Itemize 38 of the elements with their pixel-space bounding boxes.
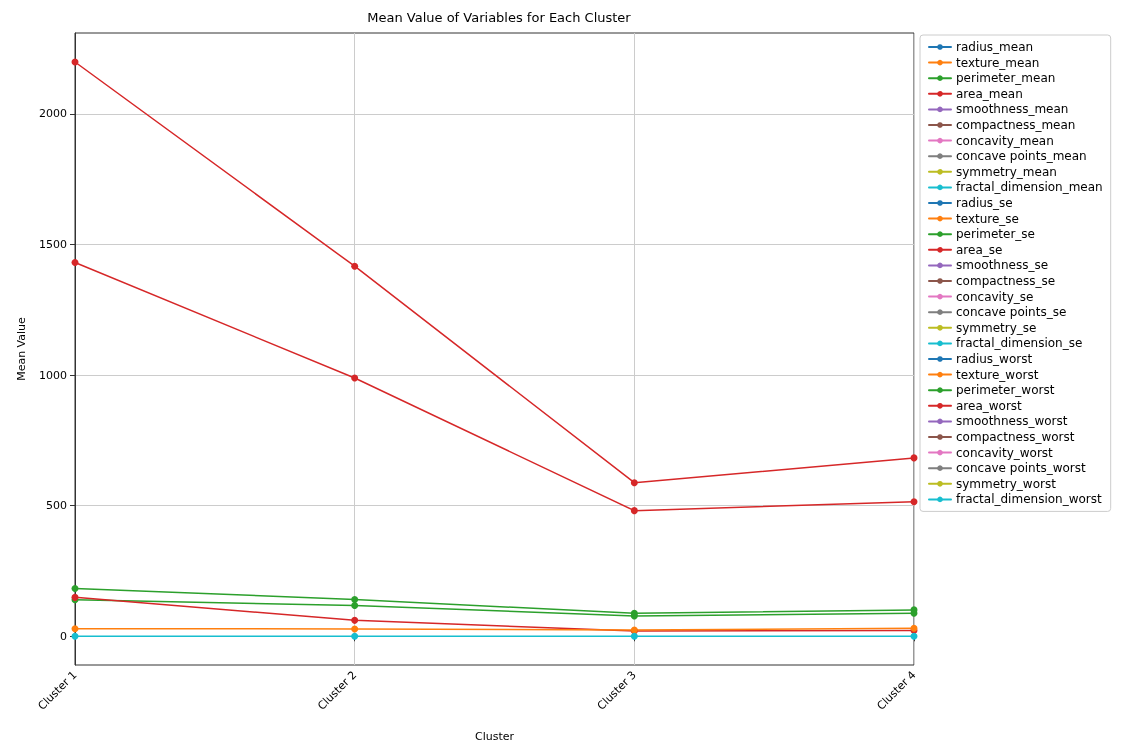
y-tick-label: 2000 [39,107,67,121]
legend-label: texture_se [956,211,1019,226]
legend-label: concavity_se [956,289,1034,304]
legend-label: radius_worst [956,352,1033,366]
legend-label: radius_mean [956,40,1034,54]
legend-label: radius_se [956,196,1013,210]
legend-label: perimeter_se [956,227,1035,242]
legend-label: compactness_se [956,274,1056,288]
y-tick-label: 500 [46,499,67,513]
legend-label: area_se [956,242,1003,257]
legend-label: smoothness_se [956,258,1049,273]
legend-label: concavity_mean [956,133,1054,148]
legend-label: fractal_dimension_worst [956,492,1103,507]
legend-label: perimeter_mean [956,71,1056,86]
y-tick-label: 1000 [39,368,67,382]
legend-label: compactness_mean [956,118,1076,132]
legend-label: symmetry_se [956,320,1037,335]
legend-label: area_mean [956,86,1023,101]
legend-label: smoothness_mean [956,102,1069,117]
y-tick-label: 0 [60,629,67,643]
legend-label: concave points_mean [956,149,1087,164]
legend-label: area_worst [956,398,1023,413]
legend-label: perimeter_worst [956,383,1055,398]
legend-label: compactness_worst [956,430,1075,444]
legend-label: concave points_worst [956,461,1086,476]
legend-label: texture_mean [956,55,1040,70]
y-tick-label: 1500 [39,238,67,252]
x-axis-title: Cluster [474,730,515,743]
legend-label: smoothness_worst [956,414,1068,429]
legend-label: concavity_worst [956,445,1054,460]
legend-label: fractal_dimension_mean [956,180,1103,195]
legend-label: fractal_dimension_se [956,336,1083,351]
chart-title: Mean Value of Variables for Each Cluster [367,10,632,25]
legend-label: texture_worst [956,367,1039,382]
legend-label: concave points_se [956,305,1067,320]
legend-label: symmetry_mean [956,164,1057,179]
legend-label: symmetry_worst [956,476,1057,491]
y-axis-title: Mean Value [15,316,28,381]
